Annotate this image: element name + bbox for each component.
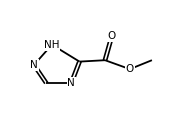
Text: NH: NH [44,40,60,50]
Text: N: N [67,78,75,88]
Text: O: O [108,31,116,41]
Text: N: N [30,60,38,70]
Text: O: O [126,64,134,74]
